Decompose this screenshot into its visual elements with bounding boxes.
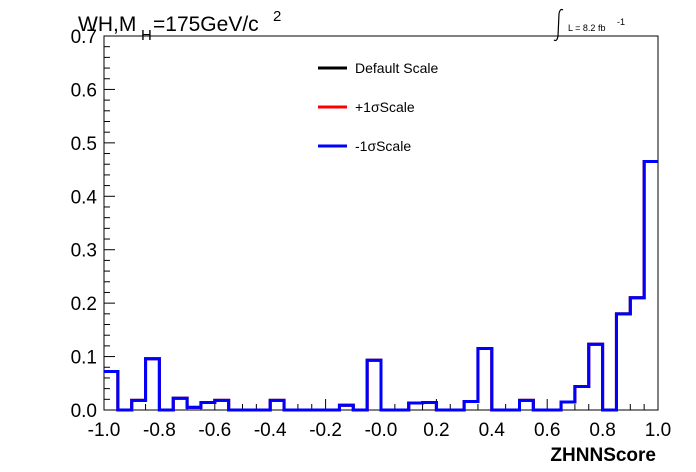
x-tick-label: 0.4 [479,420,506,441]
plot-frame [103,35,659,411]
y-tick-label: 0.3 [71,241,97,262]
luminosity-exponent: -1 [617,17,625,27]
x-tick-label: -1.0 [88,420,121,441]
luminosity-text: L = 8.2 fb [568,23,605,33]
y-tick-label: 0.0 [71,401,97,422]
x-axis-tick-labels: -1.0 -0.8 -0.6 -0.4 -0.2 -0.0 0.2 0.4 0.6 0.8 1.0 [88,420,672,441]
y-tick-label: 0.7 [71,27,97,48]
x-tick-label: -0.2 [309,420,342,441]
luminosity-label: L = 8.2 fb -1 [553,8,625,42]
x-tick-label: -0.0 [365,420,398,441]
y-tick-label: 0.2 [71,294,97,315]
legend-label: Default Scale [355,60,438,76]
y-axis-tick-labels: 0.0 0.1 0.2 0.3 0.4 0.5 0.6 0.7 [71,27,98,422]
y-tick-label: 0.4 [71,187,98,208]
x-tick-label: 1.0 [645,420,671,441]
x-axis-title: ZHNNScore [550,445,656,466]
y-tick-label: 0.1 [71,348,97,369]
chart-title-superscript: 2 [273,8,281,25]
chart-title-main: WH,M [78,13,136,36]
y-tick-label: 0.6 [71,80,97,101]
x-tick-label: -0.6 [198,420,231,441]
series-line-2 [104,160,658,412]
x-tick-label: 0.2 [423,420,449,441]
legend-label: +1σScale [355,99,415,115]
chart-title-rest: =175GeV/c [153,13,259,36]
legend: Default Scale +1σScale -1σScale [318,60,438,154]
y-tick-label: 0.5 [71,134,97,155]
x-tick-label: 0.6 [534,420,560,441]
x-tick-label: -0.4 [254,420,287,441]
series-layer [104,160,658,412]
y-axis-ticks [104,35,115,411]
x-tick-label: 0.8 [589,420,615,441]
legend-label: -1σScale [355,138,411,154]
integral-sign-icon [553,8,564,42]
x-tick-label: -0.8 [143,420,176,441]
chart-title-subscript: H [141,27,152,44]
